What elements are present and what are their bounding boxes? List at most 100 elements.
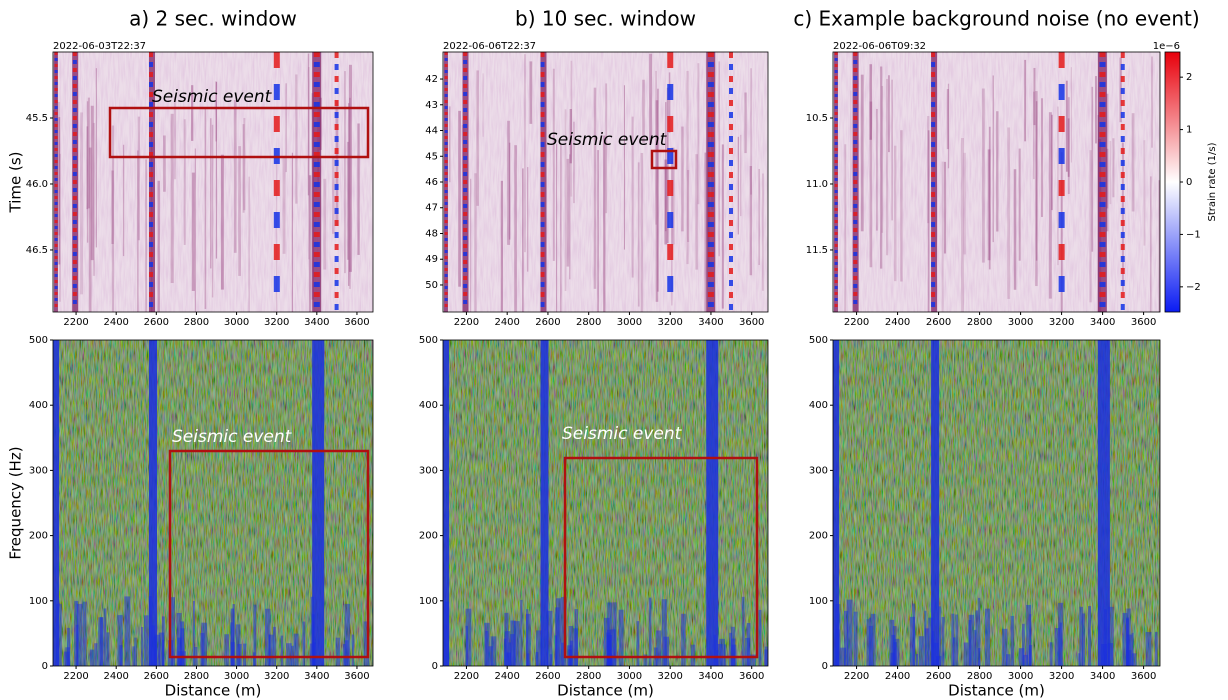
- heatmap-streak: [1109, 140, 1112, 205]
- heatmap-oscillation: [834, 64, 838, 67]
- heatmap-oscillation: [313, 172, 320, 177]
- x-axis-label: Distance (m): [557, 682, 654, 700]
- heatmap-streak: [569, 109, 572, 164]
- heatmap-streak: [941, 161, 944, 312]
- heatmap-oscillation: [667, 244, 674, 260]
- heatmap-streak: [191, 85, 194, 141]
- heatmap-streak: [1131, 113, 1135, 212]
- heatmap-oscillation: [931, 292, 936, 297]
- heatmap-streak: [1040, 98, 1044, 217]
- x-tick-label: 2200: [63, 317, 88, 328]
- y-tick-label: 100: [809, 596, 828, 607]
- heatmap-oscillation: [707, 152, 714, 157]
- heatmap-oscillation: [463, 300, 468, 304]
- spectrogram-blob: [293, 633, 299, 666]
- y-tick-label: 46.5: [26, 245, 48, 256]
- heatmap-streak: [92, 122, 96, 276]
- heatmap-oscillation: [444, 166, 448, 169]
- heatmap-oscillation: [834, 118, 838, 121]
- heatmap-oscillation: [707, 202, 714, 207]
- spectrogram-column: [931, 340, 940, 666]
- heatmap-oscillation: [54, 196, 58, 199]
- x-tick-label: 3000: [224, 317, 249, 328]
- heatmap-oscillation: [853, 68, 858, 72]
- y-tick-label: 200: [809, 531, 828, 542]
- heatmap-oscillation: [444, 100, 448, 103]
- heatmap-streak: [1033, 67, 1036, 126]
- heatmap-oscillation: [273, 180, 280, 196]
- heatmap-oscillation: [54, 304, 58, 307]
- heatmap-oscillation: [834, 124, 838, 127]
- heatmap-oscillation: [1058, 116, 1065, 132]
- heatmap-streak: [1048, 112, 1052, 299]
- x-tick-label: 3400: [698, 317, 723, 328]
- heatmap-oscillation: [444, 256, 448, 259]
- heatmap-oscillation: [834, 274, 838, 277]
- spectrogram-blob: [310, 596, 314, 666]
- heatmap-streak: [569, 154, 571, 280]
- heatmap-streak: [111, 125, 115, 312]
- heatmap-oscillation: [1058, 212, 1065, 228]
- y-tick-label: 500: [809, 335, 828, 346]
- heatmap-oscillation: [72, 116, 77, 120]
- heatmap-streak: [349, 97, 351, 289]
- heatmap-oscillation: [1120, 124, 1125, 130]
- spectrogram-blob: [1021, 623, 1025, 666]
- heatmap-oscillation: [273, 116, 280, 132]
- heatmap-oscillation: [72, 212, 77, 216]
- event-label: Seismic event: [562, 424, 683, 444]
- heatmap-streak: [603, 135, 606, 312]
- spectrogram-blob: [963, 642, 969, 666]
- heatmap-streak: [1024, 59, 1027, 142]
- x-tick-label: 2200: [844, 317, 869, 328]
- heatmap-streak: [996, 111, 999, 232]
- heatmap-streak: [524, 54, 526, 253]
- plot-area: [443, 340, 768, 666]
- spectrogram-blob: [132, 646, 135, 666]
- spectrogram-blob: [1108, 606, 1114, 666]
- spectrogram-column: [53, 340, 59, 666]
- heatmap-oscillation: [444, 292, 448, 295]
- heatmap-oscillation: [1099, 292, 1106, 297]
- spectrogram-blob: [170, 597, 175, 666]
- plot-area: [833, 52, 1160, 312]
- heatmap-streak: [482, 73, 484, 137]
- spectrogram-blob: [866, 619, 870, 666]
- heatmap-oscillation: [463, 84, 468, 88]
- heatmap-oscillation: [853, 276, 858, 280]
- heatmap-streak: [448, 106, 451, 183]
- heatmap-oscillation: [54, 76, 58, 79]
- heatmap-oscillation: [931, 122, 936, 127]
- panel-title: a) 2 sec. window: [129, 7, 297, 31]
- heatmap-oscillation: [1120, 148, 1125, 154]
- heatmap-oscillation: [72, 156, 77, 160]
- heatmap-oscillation: [313, 272, 320, 277]
- heatmap-streak: [522, 168, 524, 312]
- heatmap-oscillation: [72, 60, 77, 64]
- y-tick-label: 46.0: [26, 179, 48, 190]
- heatmap-streak: [943, 161, 947, 254]
- heatmap-streak: [308, 175, 312, 312]
- heatmap-streak: [58, 117, 61, 265]
- heatmap-oscillation: [540, 112, 545, 117]
- x-tick-label: 3400: [698, 671, 723, 682]
- heatmap-oscillation: [707, 172, 714, 177]
- heatmap-oscillation: [931, 82, 936, 87]
- heatmap-oscillation: [54, 256, 58, 259]
- spectrogram-blob: [1122, 612, 1128, 666]
- heatmap-oscillation: [834, 238, 838, 241]
- spectrogram-blob: [560, 596, 567, 666]
- heatmap-oscillation: [1099, 162, 1106, 167]
- heatmap-oscillation: [54, 70, 58, 73]
- panel-title: b) 10 sec. window: [515, 7, 696, 31]
- heatmap-streak: [750, 68, 752, 195]
- spectrogram-blob: [363, 621, 370, 666]
- heatmap-oscillation: [54, 160, 58, 163]
- spectrogram-blob: [713, 634, 717, 666]
- heatmap-oscillation: [707, 92, 714, 97]
- spectrogram-blob: [661, 599, 667, 666]
- heatmap-streak: [157, 180, 160, 312]
- heatmap-oscillation: [834, 172, 838, 175]
- colorbar-tick-label: 0: [1186, 177, 1192, 188]
- heatmap-oscillation: [540, 52, 545, 57]
